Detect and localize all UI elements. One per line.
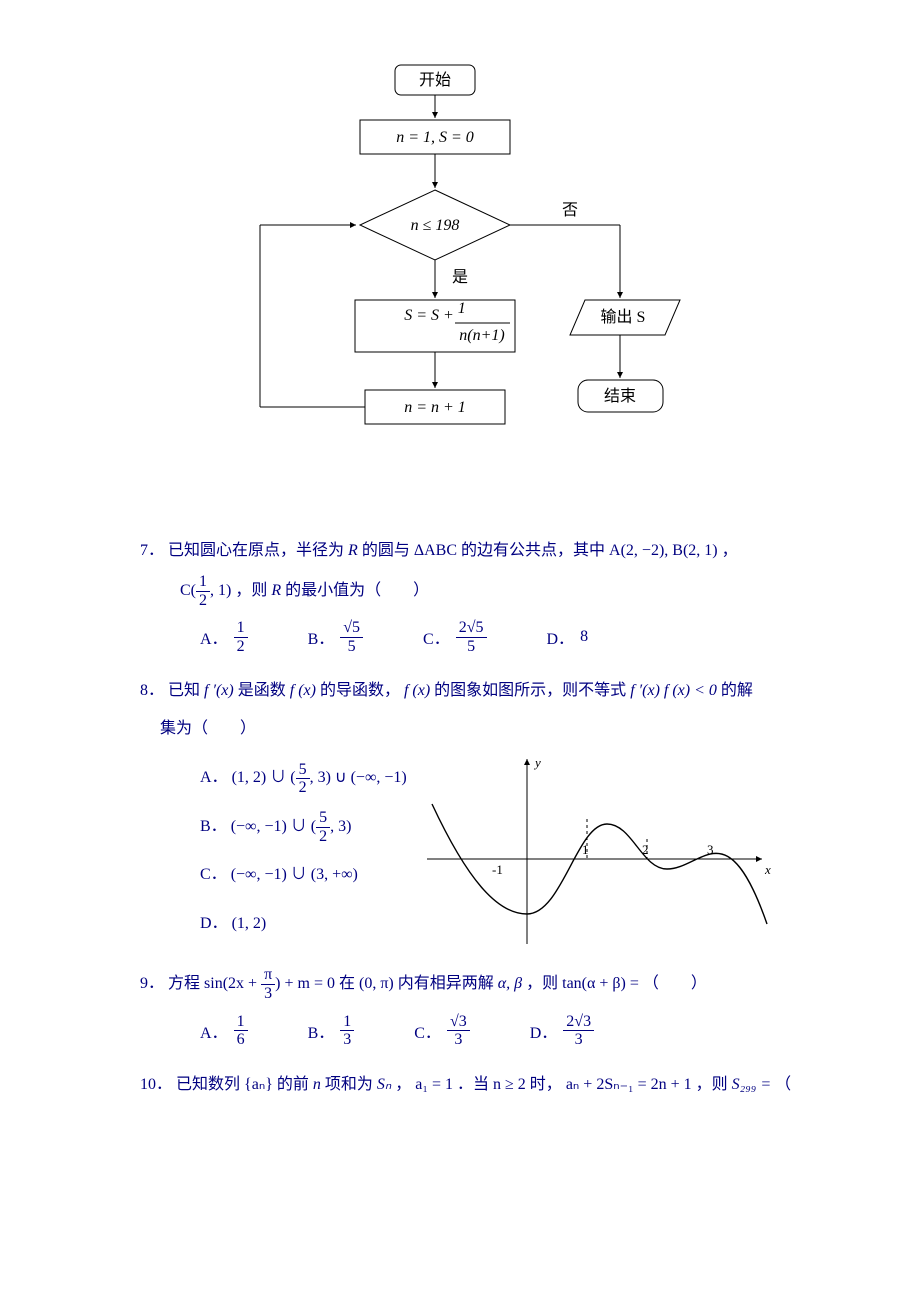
q7-opt-b-label: B． xyxy=(308,625,335,649)
q10-num: 10． xyxy=(140,1076,172,1093)
q10: 10． 已知数列 {aₙ} 的前 n 项和为 Sₙ ， a₁ = 1 ．当 n … xyxy=(140,1069,820,1101)
q9-opt-a-label: A． xyxy=(200,1019,228,1043)
q8-opt-d: D． (1, 2) xyxy=(200,905,407,943)
q7-options: A． 12 B． √55 C． 2√55 D． 8 xyxy=(200,619,820,655)
q7-line2: C(12, 1) ，则 R 的最小值为（ ） xyxy=(180,573,820,609)
q8-graph: y x -1 1 2 3 xyxy=(417,749,820,954)
q8-opt-c: C． (−∞, −1) ∪ (3, +∞) xyxy=(200,856,407,894)
q8: 8． 已知 f ′(x) 是函数 f (x) 的导函数， f (x) 的图象如图… xyxy=(140,675,820,707)
flow-cond: n ≤ 198 xyxy=(411,217,460,234)
svg-text:2: 2 xyxy=(642,842,649,857)
q9-options: A． 16 B． 13 C． √33 D． 2√33 xyxy=(200,1013,820,1049)
q7-opt-c-label: C． xyxy=(423,625,450,649)
svg-text:n(n+1): n(n+1) xyxy=(459,327,504,344)
q7-opt-d-label: D． xyxy=(547,625,575,649)
flow-inc: n = n + 1 xyxy=(404,399,466,416)
flow-init: n = 1, S = 0 xyxy=(396,129,474,146)
svg-text:1: 1 xyxy=(582,842,589,857)
q8-opt-b: B． (−∞, −1) ∪ (52, 3) xyxy=(200,808,407,846)
q9-num: 9． xyxy=(140,975,164,992)
svg-text:y: y xyxy=(533,755,541,770)
flow-no: 否 xyxy=(562,202,578,219)
q9-opt-d-label: D． xyxy=(530,1019,558,1043)
q8-opt-a: A． (1, 2) ∪ (52, 3) ∪ (−∞, −1) xyxy=(200,759,407,797)
svg-text:-1: -1 xyxy=(492,862,503,877)
q9: 9． 方程 sin(2x + π3) + m = 0 在 (0, π) 内有相异… xyxy=(140,966,820,1002)
flow-out: 输出 S xyxy=(601,308,646,326)
flow-yes: 是 xyxy=(452,269,468,286)
svg-text:x: x xyxy=(764,862,771,877)
flow-end: 结束 xyxy=(604,387,636,405)
flow-start: 开始 xyxy=(419,71,451,89)
q7-opt-a-label: A． xyxy=(200,625,228,649)
q7-num: 7． xyxy=(140,542,164,559)
q9-opt-c-label: C． xyxy=(414,1019,441,1043)
q8-num: 8． xyxy=(140,682,164,699)
q7: 7． 已知圆心在原点，半径为 R 的圆与 ΔABC 的边有公共点，其中 A(2,… xyxy=(140,535,820,567)
flowchart: 开始 n = 1, S = 0 n ≤ 198 是 否 S = S + 1 n(… xyxy=(200,60,720,505)
svg-text:3: 3 xyxy=(707,842,714,857)
q8-tail: 集为（ ） xyxy=(160,713,820,745)
q9-opt-b-label: B． xyxy=(308,1019,335,1043)
